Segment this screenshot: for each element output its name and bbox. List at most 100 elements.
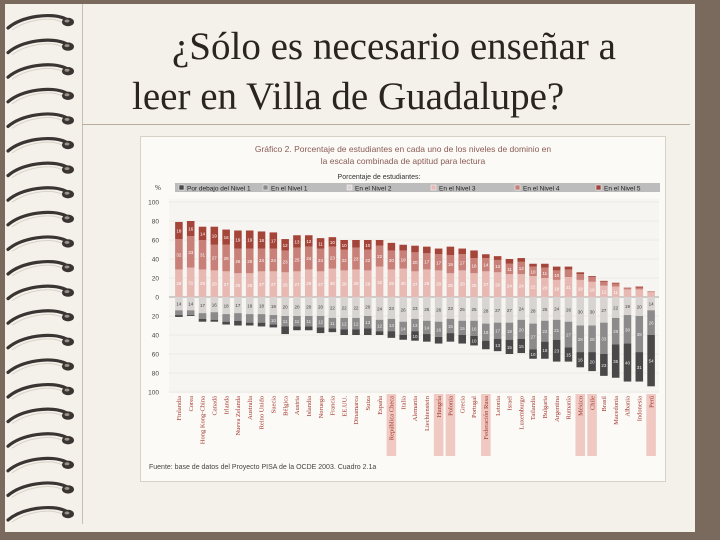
bar-stack: 25 14 29 17 [423,246,431,342]
bar-segment [328,237,337,247]
bar-segment [611,282,620,284]
bar-segment [541,341,549,359]
bar-value-label: 13 [495,343,501,348]
bar-segment [198,313,207,319]
bar-segment [222,314,230,322]
bar-value-label: 16 [590,287,596,292]
bar-value-label: 14 [401,326,407,331]
legend-swatch [346,184,353,191]
bar-segment [434,248,443,255]
bar-segment [399,297,407,322]
spiral-coil-icon [6,38,74,56]
bar-segment [434,336,443,344]
bar-stack: 30 28 20 16 [588,276,596,372]
bar-value-label: 28 [460,282,466,287]
bar-value-label: 23 [283,259,289,264]
category-highlight [433,394,444,456]
bar-segment [564,297,573,322]
bar-stack: 18 27 28 16 [222,229,230,325]
bar-segment [588,277,596,282]
bar-value-label: 23 [448,306,454,311]
bar-segment [269,297,278,316]
x-tick-label: Finlandia [176,396,183,421]
bar-segment [293,235,301,248]
spiral-coil-icon [6,259,74,277]
bar-segment [529,263,537,267]
bar-segment [411,318,419,332]
bar-segment [198,269,207,297]
bar-segment [517,258,526,262]
bar-segment [222,244,230,272]
x-tick-label: Luxemburgo [518,396,525,429]
bar-value-label: 20 [542,286,548,291]
bar-segment [446,273,455,297]
bar-stack: 20 12 27 24 11 [316,238,325,334]
bar-value-label: 15 [566,352,572,357]
bar-segment [635,287,644,290]
bar-value-label: 15 [448,324,454,329]
bar-segment [352,240,360,248]
bar-segment [541,267,549,278]
category-highlight [587,394,597,456]
bar-segment [635,289,644,297]
spiral-coil-icon [6,235,74,252]
bar-segment [552,297,561,320]
bar-segment [210,244,219,271]
bar-stack: 25 15 28 17 [458,248,466,344]
bar-segment [399,268,407,297]
chart-source: Fuente: base de datos del Proyecto PISA … [149,464,376,471]
bar-segment [623,289,632,297]
bar-segment [340,297,348,318]
bar-segment [316,297,325,316]
bar-segment [482,323,490,341]
bar-value-label: 33 [601,336,607,341]
bar-segment [576,352,585,368]
bar-value-label: 17 [436,260,442,265]
spiral-coil-icon [6,358,74,375]
bar-value-label: 25 [472,283,478,288]
legend-entry: En el Nivel 4 [523,186,560,193]
bar-value-label: 27 [294,282,300,287]
bar-value-label: 27 [531,334,537,339]
bar-value-label: 30 [578,309,584,314]
spiral-coil-icon [6,161,74,179]
spiral-coil-icon [6,13,74,31]
bar-value-label: 30 [625,327,631,332]
bar-value-label: 22 [342,305,348,310]
x-tick-label: Hungría [436,396,443,417]
bar-stack: 30 28 16 18 [576,272,585,368]
bar-segment [482,340,490,350]
bar-value-label: 24 [519,306,525,311]
bar-stack: 25 16 10 25 16 [470,250,478,346]
x-tick-label: Noruega [318,396,325,418]
bar-segment [352,297,360,318]
bar-stack: 18 25 26 19 [245,230,254,326]
bar-value-label: 26 [247,259,253,264]
bar-segment [482,258,490,272]
x-tick-label: Australia [247,396,254,420]
bar-value-label: 16 [436,327,442,332]
bar-value-label: 22 [330,305,336,310]
x-tick-label: Hong Kong-China [200,396,207,444]
bar-segment [399,250,407,269]
legend-entry: En el Nivel 1 [271,186,308,193]
bar-segment [340,270,348,297]
y-tick-label: 80 [152,219,160,226]
bar-segment [245,322,254,326]
bar-segment [423,297,431,321]
bar-segment [529,297,537,324]
bar-segment [600,354,608,376]
bar-segment [517,297,526,320]
bar-segment [458,248,466,255]
bar-segment [328,297,337,318]
bar-value-label: 20 [294,305,300,310]
bar-segment [328,268,337,297]
bar-stack: 22 12 29 23 [352,240,360,335]
bar-segment [458,254,466,271]
bar-value-label: 16 [188,227,194,232]
bar-segment [293,271,301,297]
bar-segment [529,349,537,359]
bar-value-label: 40 [625,361,631,366]
bar-value-label: 38 [637,332,643,337]
bar-value-label: 18 [554,286,560,291]
